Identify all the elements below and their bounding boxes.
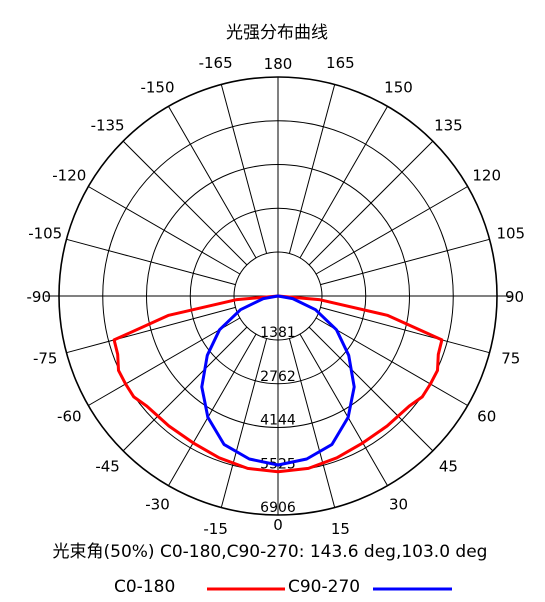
angle-label: -105 [28, 225, 62, 243]
grid-spoke [288, 338, 336, 508]
angle-label: -150 [140, 78, 174, 96]
grid-spoke [168, 333, 257, 486]
legend-label: C90-270 [288, 577, 360, 597]
angle-label: -45 [95, 457, 120, 475]
series-line-C0-180 [112, 294, 444, 474]
beam-angle-info: 光束角(50%) C0-180,C90-270: 143.6 deg,103.0… [53, 542, 488, 562]
angle-label: 105 [496, 225, 525, 243]
angle-label: 135 [434, 117, 463, 135]
radial-tick-label: 1381 [260, 325, 296, 341]
series-group [112, 294, 444, 474]
radial-tick-label: 6906 [260, 500, 296, 516]
grid-spoke [288, 84, 336, 254]
legend: C0-180 C90-270 [114, 577, 452, 597]
angle-label: 30 [389, 496, 408, 514]
angle-label: 0 [273, 516, 283, 534]
grid-spoke [320, 306, 490, 354]
angle-label: 165 [326, 54, 355, 72]
angle-label: 15 [331, 520, 350, 538]
grid-spoke [299, 106, 388, 259]
grid-spoke [308, 140, 434, 266]
angle-label: -75 [33, 349, 58, 367]
grid-spoke [122, 326, 248, 452]
grid-spoke [168, 106, 257, 259]
grid-spoke [315, 186, 468, 275]
grid-spoke [320, 238, 490, 286]
angle-labels: 0 15 30 45 60 75 90 105 120 135 150 165 180 -165 -150 -… [27, 54, 526, 538]
series-line-C90-270 [200, 294, 356, 467]
grid-spoke [88, 317, 241, 406]
grid-spoke [220, 84, 268, 254]
angle-label: 180 [264, 55, 293, 73]
angle-label: 75 [501, 349, 520, 367]
angle-label: 90 [505, 288, 524, 306]
radial-tick-label: 2762 [260, 369, 296, 385]
grid-spoke [88, 186, 241, 275]
angle-label: -90 [27, 288, 52, 306]
grid-spoke [299, 333, 388, 486]
angle-label: -30 [145, 496, 170, 514]
angle-label: 150 [384, 78, 413, 96]
angle-label: 45 [439, 457, 458, 475]
angle-label: 120 [472, 167, 501, 185]
grid-spoke [122, 140, 248, 266]
chart-title: 光强分布曲线 [226, 23, 328, 43]
grid-spoke [66, 238, 236, 286]
radial-tick-label: 4144 [260, 413, 296, 429]
angle-label: -60 [57, 408, 82, 426]
angle-label: 60 [477, 408, 496, 426]
angle-label: -135 [91, 117, 125, 135]
angle-label: -165 [199, 54, 233, 72]
angle-label: -15 [203, 520, 228, 538]
grid-spoke [308, 326, 434, 452]
grid-spoke [315, 317, 468, 406]
grid-spoke [220, 338, 268, 508]
grid-spoke [66, 306, 236, 354]
angle-label: -120 [52, 167, 86, 185]
legend-label: C0-180 [114, 577, 175, 597]
